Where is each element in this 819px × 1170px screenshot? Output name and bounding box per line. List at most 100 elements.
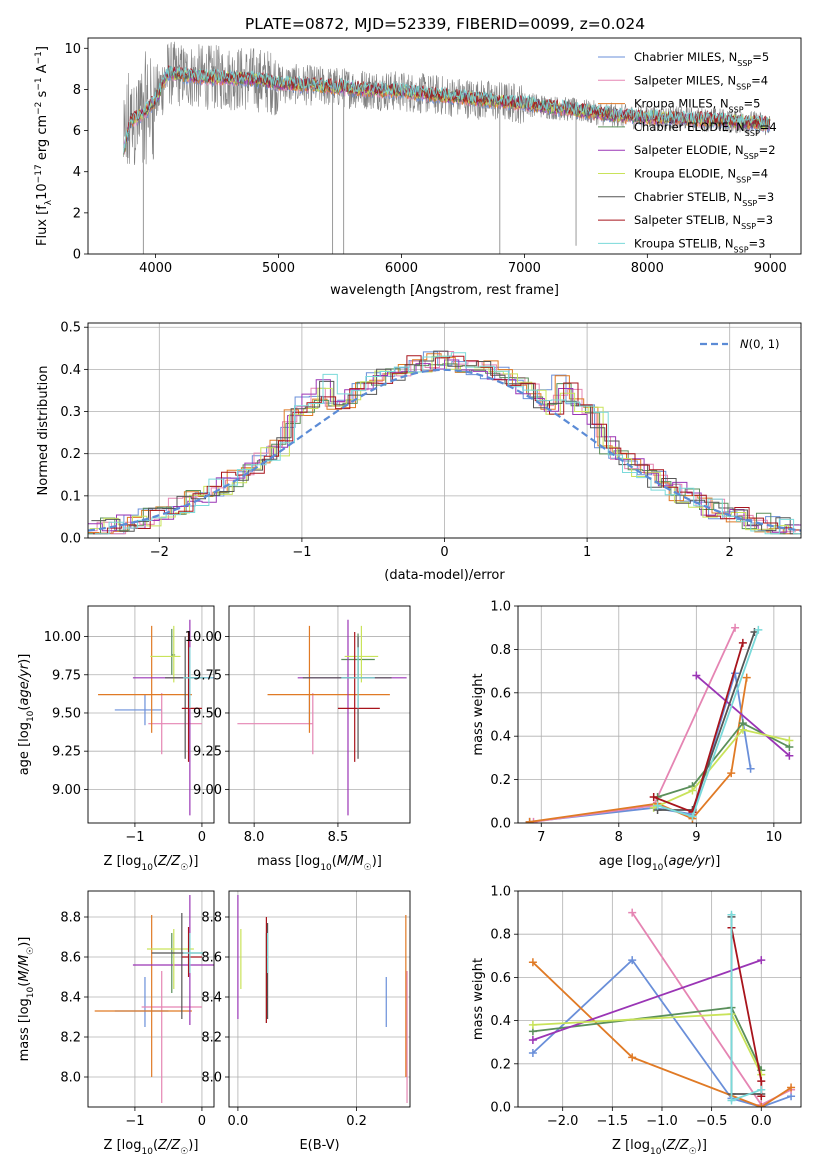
y-tick-label: 9.25 [193, 745, 222, 760]
y-axis-label: Normed distribution [36, 366, 51, 496]
marker-chabrier_miles [528, 1049, 537, 1057]
y-tick-label: 0.1 [60, 489, 81, 504]
x-tick-label: 0 [440, 545, 448, 560]
axes-frame [87, 605, 215, 824]
x-tick-label: −2.0 [547, 1114, 579, 1129]
x-axis-label: Z [log10(Z/Z☉)] [104, 854, 199, 873]
panel-residuals: −2 −1 0 1 2 0.0 0.1 0.2 0.3 0.4 0.5 (data-model)/er… [36, 321, 802, 583]
legend-label: Salpeter MILES, NSSP=4 [634, 73, 768, 91]
series-line-chabrier_elodie [532, 1006, 763, 1071]
panel-age-vs-mass: 8.0 8.5 9.00 9.25 9.50 9.75 10.00 mass [log10(M… [185, 605, 411, 873]
legend-label: N(0, 1) [740, 337, 780, 351]
axes-frame [517, 890, 802, 1108]
x-axis-label: (data-model)/error [384, 568, 505, 583]
grid [88, 606, 214, 823]
x-tick-label: −0.5 [696, 1114, 728, 1129]
axes-frame [517, 605, 802, 824]
legend-label: Chabrier ELODIE, NSSP=4 [634, 120, 777, 138]
legend-label: Chabrier MILES, NSSP=5 [634, 50, 769, 68]
x-tick-label: 8.5 [328, 830, 349, 845]
marker-kroupa_miles [787, 1083, 796, 1092]
y-tick-label: 9.50 [193, 706, 222, 721]
y-tick-label: 0.6 [490, 971, 511, 986]
x-tick-label: 1 [583, 545, 591, 560]
marker-kroupa_miles [727, 769, 736, 778]
panel-mass-weight-vs-Z: −2.0 −1.5 −1.0 −0.5 0.0 0.0 0.2 0.4 0.6 0.8 1.0 Z [… [471, 885, 802, 1157]
panel-mass-vs-ebv: 0.0 0.2 8.0 8.2 8.4 8.6 8.8 E(B-V) [201, 890, 411, 1153]
y-tick-label: 8.6 [60, 951, 81, 966]
panel-mass-vs-Z: −1 0 8.0 8.2 8.4 8.6 8.8 Z [log10(Z/Z☉)] mass [l… [17, 890, 215, 1157]
plot-area [237, 619, 407, 816]
marker-kroupa_elodie [528, 1020, 537, 1029]
marker-chabrier_miles [746, 764, 755, 773]
y-tick-label: 8.2 [201, 1031, 222, 1046]
x-tick-label: 2 [726, 545, 734, 560]
y-axis-label: mass weight [471, 673, 486, 755]
x-tick-label: −1 [292, 545, 311, 560]
series-line-salpeter_elodie [532, 959, 762, 1041]
y-tick-label: 1.0 [490, 885, 511, 900]
marker-kroupa_miles [628, 1053, 637, 1062]
grid [229, 891, 410, 1107]
axes-frame [228, 890, 411, 1108]
series-line-salpeter_stelib [653, 642, 744, 814]
x-tick-label: −1 [125, 830, 144, 845]
histogram-kroupa_miles [88, 353, 798, 535]
marker-salpeter_miles [731, 623, 740, 632]
y-tick-label: 0.0 [490, 817, 511, 832]
y-tick-label: 0.4 [60, 363, 81, 378]
x-tick-label: 9000 [754, 261, 787, 276]
x-tick-label: 8.0 [244, 830, 265, 845]
marker-salpeter_elodie [692, 671, 701, 680]
marker-salpeter_stelib [738, 638, 747, 647]
series-line-salpeter_miles [533, 627, 736, 823]
legend: Chabrier MILES, NSSP=5 Salpeter MILES, NS… [598, 50, 777, 254]
y-tick-label: 0.0 [60, 532, 81, 547]
y-tick-label: 2 [73, 206, 81, 221]
x-tick-label: 9 [692, 830, 700, 845]
y-tick-label: 9.50 [52, 706, 81, 721]
marker-kroupa_miles [525, 817, 534, 823]
marker-kroupa_stelib [757, 1085, 766, 1094]
grid [518, 605, 801, 824]
figure-title: PLATE=0872, MJD=52339, FIBERID=0099, z=0… [245, 15, 645, 33]
panel-age-vs-Z: −1 0 9.00 9.25 9.50 9.75 10.00 Z [log10(Z/Z☉)] a… [17, 605, 215, 873]
marker-kroupa_miles [742, 673, 751, 682]
marker-salpeter_elodie [757, 956, 766, 965]
legend-label: Kroupa STELIB, NSSP=3 [634, 236, 765, 254]
y-tick-label: 0.2 [490, 1057, 511, 1072]
series-line-chabrier_elodie [657, 722, 790, 798]
plot-area [237, 895, 408, 1103]
legend-label: Salpeter STELIB, NSSP=3 [634, 213, 773, 231]
x-tick-label: 8 [615, 830, 623, 845]
x-tick-label: 10 [766, 830, 783, 845]
marker-kroupa_elodie [688, 786, 697, 795]
marker-kroupa_miles [757, 1103, 766, 1107]
plot-area [88, 350, 801, 535]
histogram-chabrier_stelib [91, 350, 801, 535]
marker-kroupa_stelib [653, 801, 662, 810]
plot-area [98, 619, 214, 816]
y-tick-label: 9.00 [52, 783, 81, 798]
y-tick-label: 8.4 [201, 991, 222, 1006]
legend-label: Kroupa ELODIE, NSSP=4 [634, 167, 768, 185]
y-tick-label: 8.6 [201, 951, 222, 966]
y-tick-label: 9.00 [193, 783, 222, 798]
legend-label: Salpeter ELODIE, NSSP=2 [634, 143, 776, 161]
x-tick-label: 0.0 [228, 1114, 249, 1129]
axes-frame [228, 605, 411, 824]
marker-salpeter_stelib [757, 1077, 766, 1086]
marker-kroupa_stelib [688, 812, 697, 821]
marker-salpeter_miles [628, 908, 637, 917]
axes-frame [87, 890, 215, 1108]
series-line-salpeter_elodie [695, 674, 790, 757]
marker-kroupa_stelib [727, 1096, 736, 1105]
y-tick-label: 10 [64, 42, 81, 57]
marker-kroupa_elodie [785, 736, 794, 745]
x-axis-label: age [log10(age/yr)] [599, 854, 721, 873]
y-tick-label: 0.4 [490, 730, 511, 745]
y-tick-label: 8.0 [60, 1071, 81, 1086]
marker-salpeter_elodie [785, 751, 794, 760]
y-tick-label: 6 [73, 124, 81, 139]
